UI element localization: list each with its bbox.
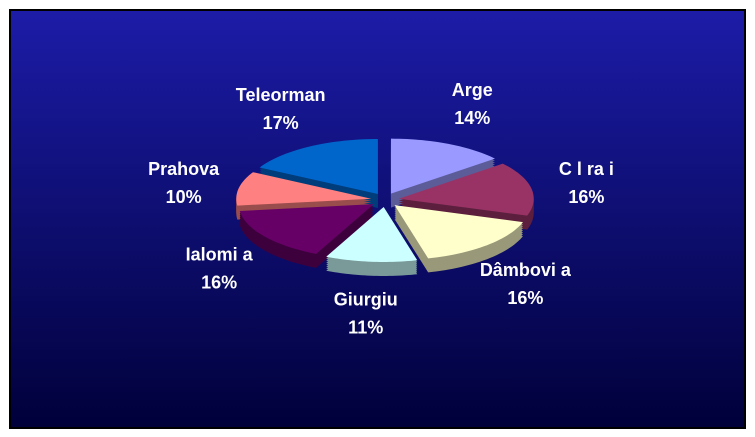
slice xyxy=(326,206,418,276)
slice-value-label: 16% xyxy=(568,187,604,207)
slice-value-label: 16% xyxy=(507,288,543,308)
slice-label: Dâmbovi a xyxy=(480,260,572,280)
slice-value-label: 11% xyxy=(348,317,383,337)
slice-top xyxy=(398,163,534,216)
labels: Arge 14% C l ra i 16% Dâmbovi a 16% Giurgiu 11%… xyxy=(148,80,614,337)
slice xyxy=(394,205,523,273)
slice xyxy=(259,138,378,208)
slice-label: Arge xyxy=(452,80,493,100)
slice-label: Teleorman xyxy=(236,85,326,105)
slice-top xyxy=(326,206,418,262)
slice-label: Giurgiu xyxy=(334,289,398,309)
slice-value-label: 16% xyxy=(201,272,237,292)
slice-top xyxy=(236,172,372,206)
slice-label: C l ra i xyxy=(559,159,614,179)
slice-top xyxy=(239,204,374,254)
slice-value-label: 10% xyxy=(166,187,202,207)
pie xyxy=(236,138,534,276)
slice-top xyxy=(259,138,378,194)
slice-value-label: 17% xyxy=(263,113,299,133)
slice xyxy=(239,204,374,268)
slice-value-label: 14% xyxy=(454,108,490,128)
slice-label: Prahova xyxy=(148,159,220,179)
slice-top xyxy=(390,138,495,194)
slice-label: Ialomi a xyxy=(186,244,254,264)
slice-top xyxy=(394,205,523,259)
